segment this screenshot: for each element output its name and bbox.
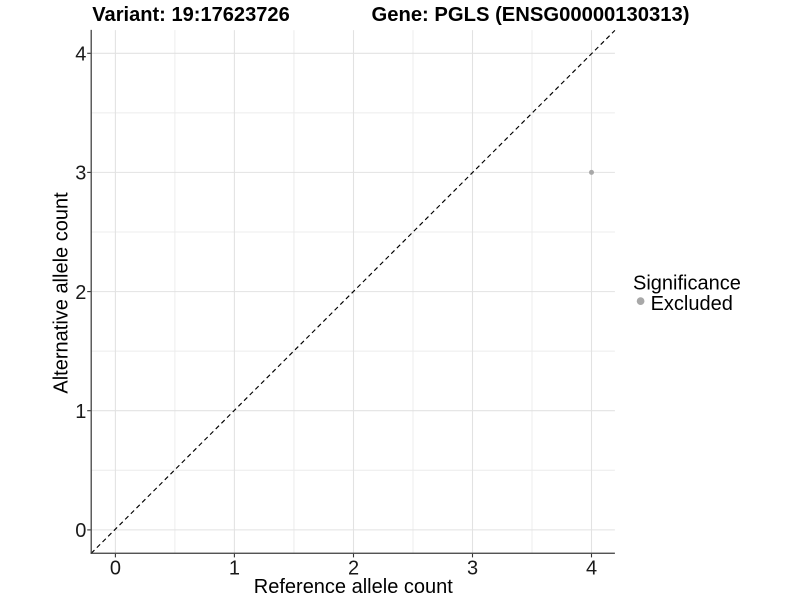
- svg-text:3: 3: [467, 558, 478, 580]
- svg-text:Reference allele count: Reference allele count: [254, 576, 453, 598]
- svg-text:1: 1: [75, 401, 86, 423]
- svg-text:Alternative allele count: Alternative allele count: [50, 192, 72, 394]
- svg-text:4: 4: [586, 558, 597, 580]
- svg-text:3: 3: [75, 163, 86, 185]
- svg-text:0: 0: [75, 520, 86, 542]
- svg-text:4: 4: [75, 44, 86, 66]
- svg-text:2: 2: [75, 282, 86, 304]
- svg-text:2: 2: [348, 558, 359, 580]
- svg-text:Gene: PGLS (ENSG00000130313): Gene: PGLS (ENSG00000130313): [372, 4, 690, 26]
- svg-text:0: 0: [110, 558, 121, 580]
- svg-text:1: 1: [229, 558, 240, 580]
- svg-text:Significance: Significance: [633, 273, 741, 295]
- svg-text:Excluded: Excluded: [651, 293, 733, 315]
- svg-text:Variant: 19:17623726: Variant: 19:17623726: [92, 4, 290, 26]
